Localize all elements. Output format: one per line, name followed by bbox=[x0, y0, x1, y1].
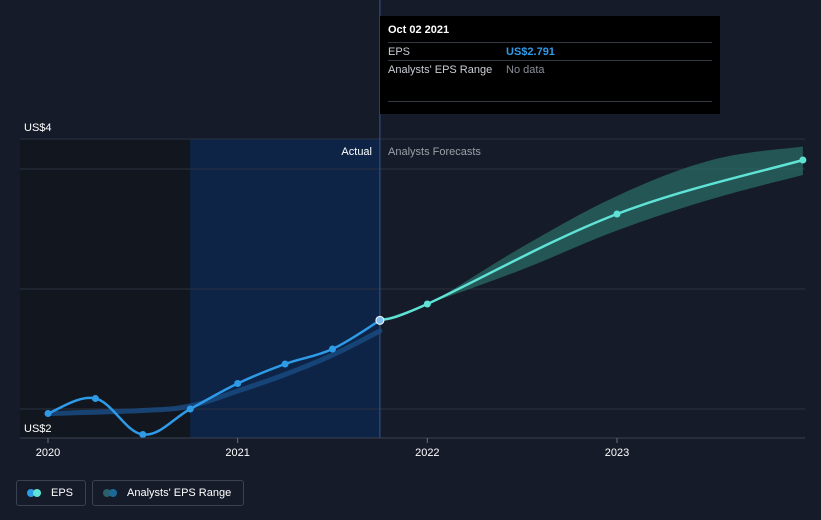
tooltip-range-value: No data bbox=[506, 63, 545, 76]
forecast-line bbox=[379, 158, 804, 322]
eps-point-2[interactable] bbox=[139, 431, 147, 438]
actual-trend-band bbox=[45, 328, 383, 416]
eps-markers bbox=[44, 315, 385, 438]
x-tick-label-2022: 2022 bbox=[415, 447, 439, 459]
tooltip-row-eps: EPS US$2.791 bbox=[388, 42, 712, 60]
tooltip-eps-key: EPS bbox=[388, 45, 411, 58]
forecast-label: Analysts Forecasts bbox=[388, 146, 481, 158]
eps-point-3[interactable] bbox=[186, 405, 194, 413]
legend: EPS Analysts' EPS Range bbox=[16, 480, 245, 506]
eps-line bbox=[47, 319, 381, 436]
legend-eps[interactable]: EPS bbox=[16, 480, 87, 506]
forecast-markers bbox=[423, 156, 807, 308]
forecast-point-1[interactable] bbox=[423, 300, 431, 308]
legend-eps-range[interactable]: Analysts' EPS Range bbox=[92, 480, 245, 506]
tooltip-eps-value: US$2.791 bbox=[506, 45, 555, 58]
forecast-point-2[interactable] bbox=[613, 210, 621, 218]
tooltip-divider bbox=[388, 101, 712, 102]
eps-point-5[interactable] bbox=[281, 360, 289, 368]
tooltip-row-range: Analysts' EPS Range No data bbox=[388, 60, 712, 78]
eps-point-4[interactable] bbox=[234, 380, 242, 387]
eps-point-1[interactable] bbox=[91, 395, 99, 402]
legend-eps-label: EPS bbox=[51, 487, 74, 499]
tooltip: Oct 02 2021 EPS US$2.791 Analysts' EPS R… bbox=[380, 16, 720, 114]
range-swatch-icon bbox=[103, 489, 119, 497]
legend-range-label: Analysts' EPS Range bbox=[127, 487, 232, 499]
x-tick-label-2020: 2020 bbox=[36, 447, 60, 459]
eps-point-6[interactable] bbox=[329, 345, 336, 353]
analyst-eps-range bbox=[379, 146, 803, 321]
tooltip-range-key: Analysts' EPS Range bbox=[388, 63, 493, 76]
eps-swatch-icon bbox=[27, 489, 43, 497]
eps-point-0[interactable] bbox=[44, 410, 52, 417]
x-tick-label-2021: 2021 bbox=[225, 447, 249, 459]
y-label-max: US$4 bbox=[24, 122, 52, 134]
tooltip-date: Oct 02 2021 bbox=[388, 24, 450, 36]
actual-label: Actual bbox=[341, 146, 372, 158]
eps-chart: 2020 2021 2022 2023 US$4 US$2 Actual Analys… bbox=[20, 0, 807, 459]
x-tick-label-2023: 2023 bbox=[605, 447, 629, 459]
x-ticks: 2020 2021 2022 2023 bbox=[36, 438, 629, 459]
y-label-min: US$2 bbox=[24, 423, 52, 435]
eps-point-7[interactable] bbox=[375, 315, 385, 325]
forecast-point-3[interactable] bbox=[799, 156, 807, 164]
